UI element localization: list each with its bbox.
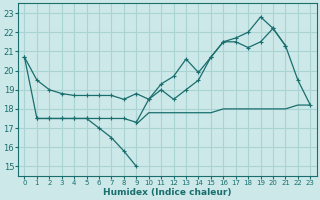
X-axis label: Humidex (Indice chaleur): Humidex (Indice chaleur) bbox=[103, 188, 232, 197]
